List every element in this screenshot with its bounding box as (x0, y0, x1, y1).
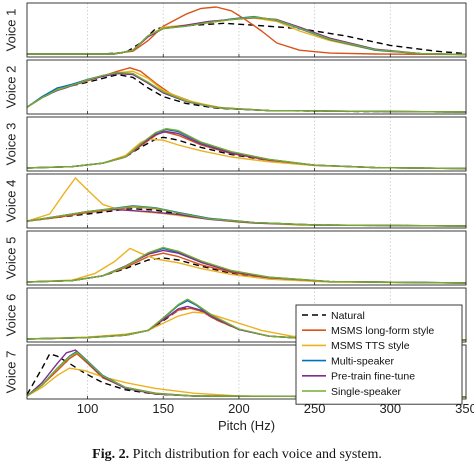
legend-label: MSMS long-form style (331, 325, 434, 337)
series-line-single-speaker (27, 16, 467, 56)
panel-frame (26, 230, 467, 286)
x-tick-label: 350 (455, 401, 474, 416)
series-line-natural (26, 208, 467, 227)
legend-box (295, 304, 463, 405)
series-line-single-speaker (26, 205, 467, 227)
series-line-natural (26, 136, 467, 170)
pitch-distribution-figure: Voice 1 Voice 2 Voice 3 Voice 4 Voice 5 Voice… (3, 2, 474, 433)
x-tick-label: 150 (152, 401, 174, 416)
x-tick-label: 250 (304, 401, 326, 416)
x-tick-label: 200 (228, 401, 250, 416)
series-line-single-speaker (26, 246, 467, 284)
series-line-single-speaker (26, 351, 467, 398)
panel-ylabel: Voice 2 (3, 66, 18, 109)
series-line-single-speaker (26, 71, 467, 113)
panel-ylabel: Voice 1 (3, 9, 18, 52)
x-tick-label: 100 (77, 401, 99, 416)
panel-frame (26, 287, 467, 343)
panel-background (27, 117, 466, 171)
panel-ylabel: Voice 7 (3, 351, 18, 394)
legend-label: Pre-train fine-tune (331, 371, 415, 383)
series-line-single-speaker (26, 127, 467, 170)
series-line-msms-long-form-style (27, 6, 467, 56)
legend-label: MSMS TTS style (331, 340, 410, 352)
panel-background (27, 60, 466, 114)
panel-frame (26, 59, 467, 115)
legend-label: Natural (331, 310, 365, 322)
figure-caption-text: Pitch distribution for each voice and sy… (132, 447, 382, 462)
panel-frame (26, 173, 467, 229)
figure-caption-label: Fig. 2. (92, 447, 130, 462)
x-axis-label: Pitch (Hz) (218, 418, 275, 433)
panel-ylabel: Voice 4 (3, 180, 18, 223)
series-line-natural (26, 73, 467, 113)
figure-caption: Fig. 2. Pitch distribution for each voic… (0, 447, 474, 463)
panel-ylabel: Voice 6 (3, 294, 18, 337)
series-line-msms-tts-style (26, 247, 467, 284)
panel-frame (26, 2, 467, 58)
x-tick-label: 300 (379, 401, 401, 416)
legend-label: Single-speaker (331, 386, 402, 398)
panel-frame (26, 116, 467, 172)
series-line-single-speaker (26, 298, 467, 341)
legend-label: Multi-speaker (331, 355, 395, 367)
panel-ylabel: Voice 5 (3, 237, 18, 280)
panel-frame (26, 344, 467, 400)
panel-background (27, 3, 466, 57)
panel-background (27, 174, 466, 228)
series-line-msms-tts-style (26, 311, 467, 341)
panel-ylabel: Voice 3 (3, 123, 18, 166)
